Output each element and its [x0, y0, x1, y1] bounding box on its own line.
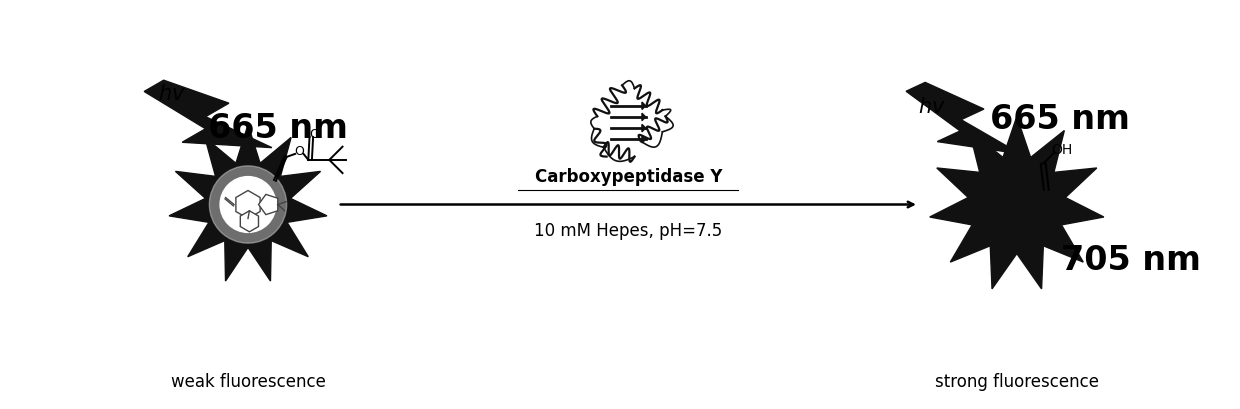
Text: O: O — [309, 128, 319, 141]
Polygon shape — [906, 82, 1021, 154]
Polygon shape — [258, 194, 278, 215]
Text: weak fluorescence: weak fluorescence — [171, 373, 325, 391]
Text: OH: OH — [1052, 143, 1073, 157]
Polygon shape — [236, 191, 260, 218]
Circle shape — [210, 166, 286, 243]
Polygon shape — [642, 124, 646, 132]
Text: O: O — [294, 145, 304, 158]
Polygon shape — [169, 125, 327, 281]
Text: strong fluorescence: strong fluorescence — [935, 373, 1099, 391]
Text: 10 mM Hepes, pH=7.5: 10 mM Hepes, pH=7.5 — [534, 222, 723, 240]
Polygon shape — [144, 80, 272, 148]
Polygon shape — [642, 102, 646, 110]
Text: $hv$: $hv$ — [918, 97, 945, 117]
Polygon shape — [642, 113, 646, 121]
Text: Carboxypeptidase Y: Carboxypeptidase Y — [534, 169, 722, 187]
Text: 665 nm: 665 nm — [208, 112, 348, 145]
Polygon shape — [930, 117, 1104, 289]
Text: 665 nm: 665 nm — [991, 103, 1131, 136]
Text: 705 nm: 705 nm — [1060, 244, 1200, 277]
Circle shape — [567, 61, 691, 184]
Polygon shape — [241, 211, 258, 232]
Polygon shape — [642, 135, 646, 143]
Circle shape — [219, 177, 277, 232]
Text: $hv$: $hv$ — [159, 84, 186, 103]
